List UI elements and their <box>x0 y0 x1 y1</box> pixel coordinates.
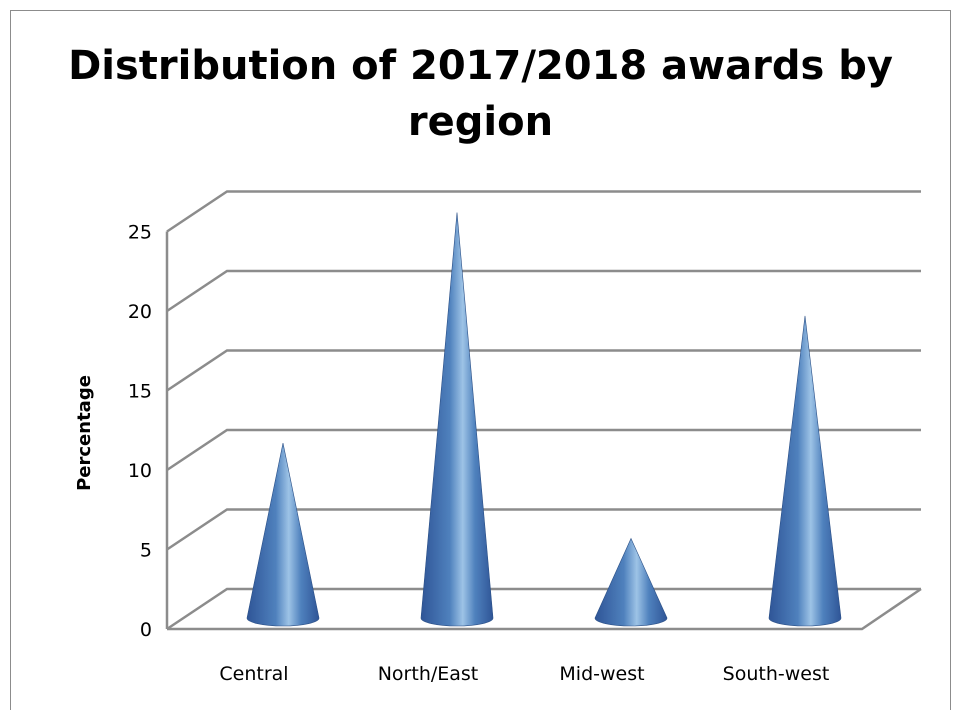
cones <box>246 212 842 627</box>
chart-title: Distribution of 2017/2018 awards by regi… <box>68 43 893 145</box>
y-tick-label: 20 <box>128 301 152 323</box>
y-tick-label: 15 <box>128 381 152 403</box>
gridlines <box>165 190 922 631</box>
y-tick-label: 10 <box>128 460 152 482</box>
cone-shape <box>420 212 494 627</box>
x-category-label: Central <box>219 663 288 685</box>
y-axis-label: Percentage <box>74 375 95 491</box>
x-category-label: North/East <box>378 663 479 685</box>
cone-shape <box>594 537 668 627</box>
y-axis-ticks: 0 5 10 15 20 25 <box>128 222 152 642</box>
cone-bar <box>594 537 668 627</box>
gridline <box>166 269 921 313</box>
x-axis-labels: Central North/East Mid-west South-west <box>219 663 829 685</box>
cone-shape <box>246 443 320 627</box>
chart-frame <box>10 10 951 710</box>
y-tick-label: 25 <box>128 222 152 244</box>
x-category-label: Mid-west <box>559 663 644 685</box>
cone-shape <box>768 315 842 627</box>
gridline <box>166 190 921 233</box>
gridline <box>166 508 921 551</box>
y-tick-label: 5 <box>140 540 152 562</box>
floor-edge <box>167 587 922 631</box>
cone-bar <box>420 212 494 627</box>
cone-bar <box>768 315 842 627</box>
x-category-label: South-west <box>723 663 830 685</box>
gridline <box>166 587 921 631</box>
gridline <box>166 349 921 392</box>
cone-bar <box>246 443 320 627</box>
y-tick-label: 0 <box>140 619 152 641</box>
gridline <box>166 428 921 472</box>
